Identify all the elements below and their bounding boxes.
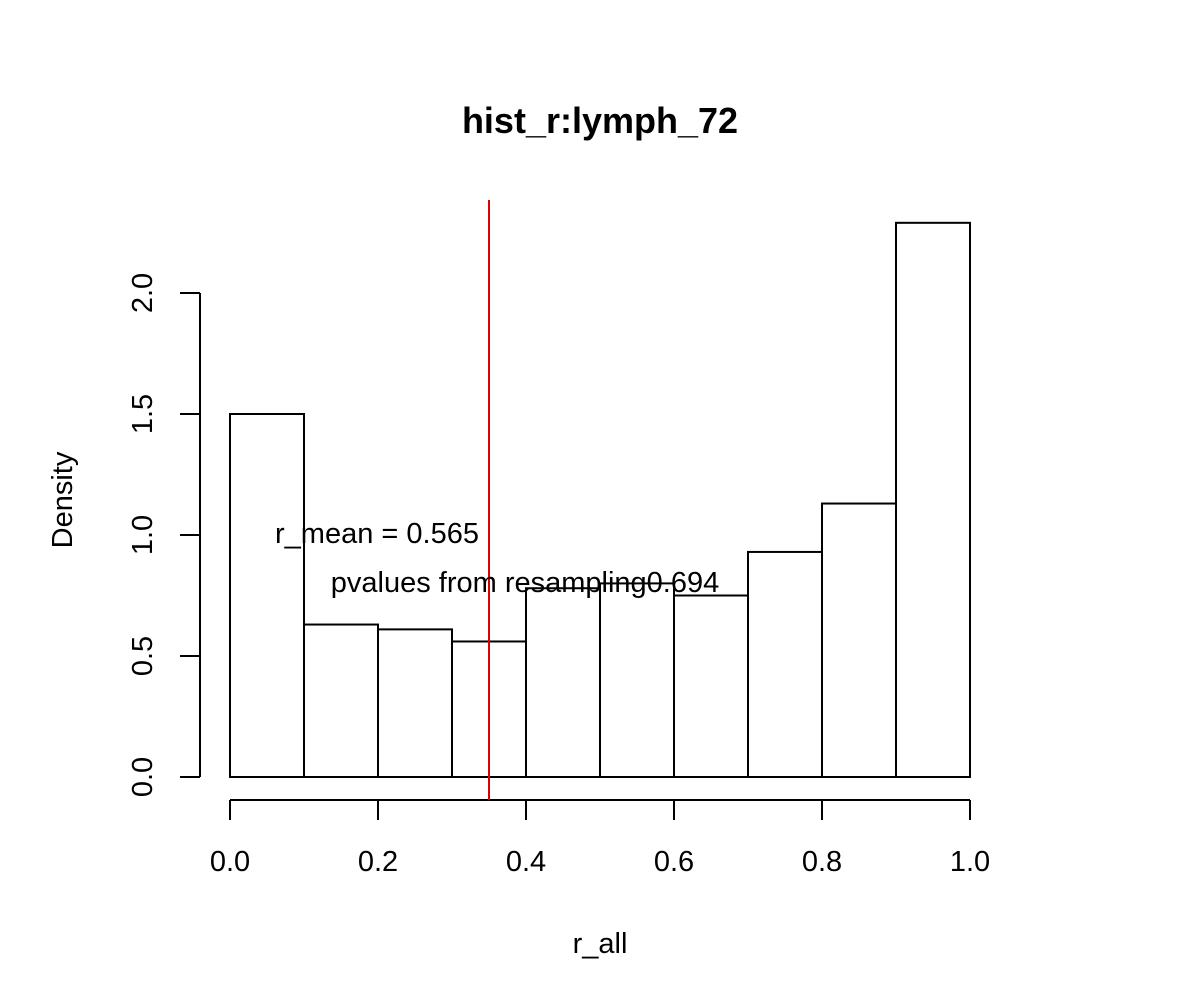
y-tick-label: 1.0 — [127, 515, 159, 555]
x-tick-label: 0.2 — [358, 846, 398, 878]
histogram-bar — [525, 587, 601, 778]
x-tick-label: 0.0 — [210, 846, 250, 878]
histogram-bar — [377, 628, 453, 778]
histogram-bar — [303, 623, 379, 778]
x-tick-label: 0.6 — [654, 846, 694, 878]
histogram-bar — [747, 550, 823, 778]
histogram-bar — [673, 594, 749, 778]
histogram-bar — [229, 413, 305, 778]
y-tick-label: 1.5 — [127, 394, 159, 434]
bars-group — [229, 221, 971, 779]
chart-title: hist_r:lymph_72 — [462, 100, 738, 141]
histogram-bar — [821, 502, 897, 778]
pvalue-annotation: pvalues from resampling0.694 — [331, 567, 719, 599]
histogram-bar — [895, 221, 971, 778]
histogram-bar — [599, 582, 675, 779]
y-tick-label: 0.0 — [127, 757, 159, 797]
x-tick-label: 0.4 — [506, 846, 546, 878]
x-tick-label: 0.8 — [802, 846, 842, 878]
x-axis-label: r_all — [573, 928, 628, 960]
y-axis-label: Density — [47, 451, 79, 548]
x-axis: 0.0 0.2 0.4 0.6 0.8 1.0 — [210, 799, 990, 878]
r-mean-annotation: r_mean = 0.565 — [275, 518, 479, 550]
y-axis: 0.0 0.5 1.0 1.5 2.0 — [127, 273, 201, 797]
y-tick-label: 2.0 — [127, 273, 159, 313]
y-tick-label: 0.5 — [127, 636, 159, 676]
x-tick-label: 1.0 — [950, 846, 990, 878]
